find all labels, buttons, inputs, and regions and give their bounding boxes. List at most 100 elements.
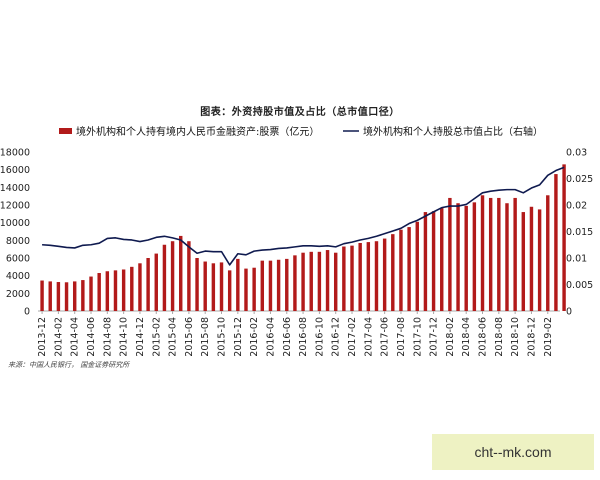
bar — [81, 280, 85, 311]
bar — [358, 242, 362, 311]
y-left-tick-label: 10000 — [0, 218, 30, 229]
x-tick-label: 2018-04 — [461, 317, 472, 357]
x-tick-label: 2017-02 — [347, 317, 358, 357]
y-left-tick-label: 2000 — [6, 289, 30, 300]
x-tick-label: 2016-04 — [265, 317, 276, 357]
bar — [187, 241, 191, 311]
bar — [407, 227, 411, 311]
y-left-tick-label: 4000 — [6, 271, 30, 282]
y-right-tick-label: 0 — [566, 307, 572, 318]
x-tick-label: 2015-10 — [217, 317, 228, 357]
x-tick-label: 2014-12 — [135, 317, 146, 357]
bar — [537, 209, 542, 311]
bar — [562, 164, 566, 311]
bar — [219, 262, 224, 311]
bar — [285, 258, 289, 311]
y-right-tick-label: 0.02 — [566, 201, 587, 212]
y-left-tick-label: 12000 — [0, 201, 30, 212]
x-tick-label: 2014-04 — [70, 317, 81, 357]
x-tick-label: 2018-06 — [478, 317, 489, 357]
y-right-tick-label: 0.01 — [566, 254, 587, 265]
x-tick-label: 2016-06 — [282, 317, 293, 357]
x-tick-label: 2015-12 — [233, 317, 244, 357]
bar — [113, 270, 118, 311]
bar — [130, 266, 134, 311]
bar — [195, 258, 199, 311]
bar — [350, 245, 354, 311]
bar — [179, 235, 183, 311]
x-tick-label: 2018-10 — [510, 317, 521, 357]
bar — [415, 221, 419, 311]
bar — [105, 271, 110, 311]
bar — [521, 212, 526, 311]
bar — [97, 273, 101, 311]
bar — [301, 252, 305, 311]
y-left-tick-label: 6000 — [6, 254, 30, 265]
line-series — [42, 166, 565, 266]
bar — [309, 251, 313, 311]
x-tick-label: 2014-06 — [86, 317, 97, 357]
bar — [146, 258, 150, 311]
bar — [276, 259, 281, 311]
bar — [391, 234, 395, 311]
bar — [121, 269, 126, 311]
bar — [488, 197, 493, 311]
legend-bar-label: 境外机构和个人持有境内人民币金融资产:股票（亿元） — [76, 125, 319, 138]
x-tick-label: 2015-06 — [184, 317, 195, 357]
x-tick-label: 2016-12 — [331, 317, 342, 357]
bar — [64, 282, 69, 311]
bar — [333, 252, 338, 311]
x-tick-label: 2013-12 — [37, 317, 48, 357]
y-left-tick-label: 0 — [24, 307, 30, 318]
x-tick-label: 2014-08 — [102, 317, 113, 357]
bar — [325, 250, 330, 311]
bar — [480, 195, 485, 311]
bar — [260, 260, 265, 311]
bar — [497, 197, 501, 311]
x-tick-label: 2017-10 — [412, 317, 423, 357]
y-left-tick-label: 8000 — [6, 236, 30, 247]
x-tick-label: 2016-02 — [249, 317, 260, 357]
x-tick-label: 2015-08 — [200, 317, 211, 357]
bar — [268, 260, 273, 311]
bar — [40, 280, 44, 311]
bar — [554, 174, 558, 311]
bar — [342, 246, 346, 311]
y-left-tick-label: 18000 — [0, 148, 30, 159]
bar — [244, 268, 248, 311]
bar — [382, 238, 387, 311]
x-tick-label: 2015-02 — [151, 317, 162, 357]
bar — [72, 281, 77, 311]
legend-bar-swatch — [59, 128, 72, 134]
bar — [472, 202, 477, 311]
y-right-tick-label: 0.015 — [566, 227, 593, 238]
bar — [513, 197, 517, 311]
bar — [236, 258, 240, 311]
bar — [154, 253, 158, 311]
y-right-tick-label: 0.005 — [566, 280, 593, 291]
bar — [227, 270, 232, 311]
legend: 境外机构和个人持有境内人民币金融资产:股票（亿元） 境外机构和个人持股总市值占比… — [59, 125, 543, 138]
bar — [203, 261, 207, 311]
x-tick-label: 2014-02 — [53, 317, 64, 357]
y-left-tick-label: 14000 — [0, 183, 30, 194]
bar — [162, 244, 167, 311]
bar — [529, 206, 534, 311]
y-right-tick-label: 0.03 — [566, 148, 587, 159]
bar — [252, 267, 256, 311]
bar — [293, 255, 297, 311]
bar — [431, 211, 436, 311]
bar — [56, 282, 61, 311]
bar — [48, 281, 52, 311]
x-tick-label: 2019-02 — [543, 317, 554, 357]
x-tick-label: 2017-04 — [363, 317, 374, 357]
x-tick-label: 2018-12 — [526, 317, 537, 357]
x-tick-label: 2017-12 — [429, 317, 440, 357]
bar-series — [40, 164, 566, 311]
x-tick-label: 2018-08 — [494, 317, 505, 357]
bar — [211, 263, 216, 311]
bar — [448, 197, 452, 311]
y-right-tick-label: 0.025 — [566, 174, 593, 185]
